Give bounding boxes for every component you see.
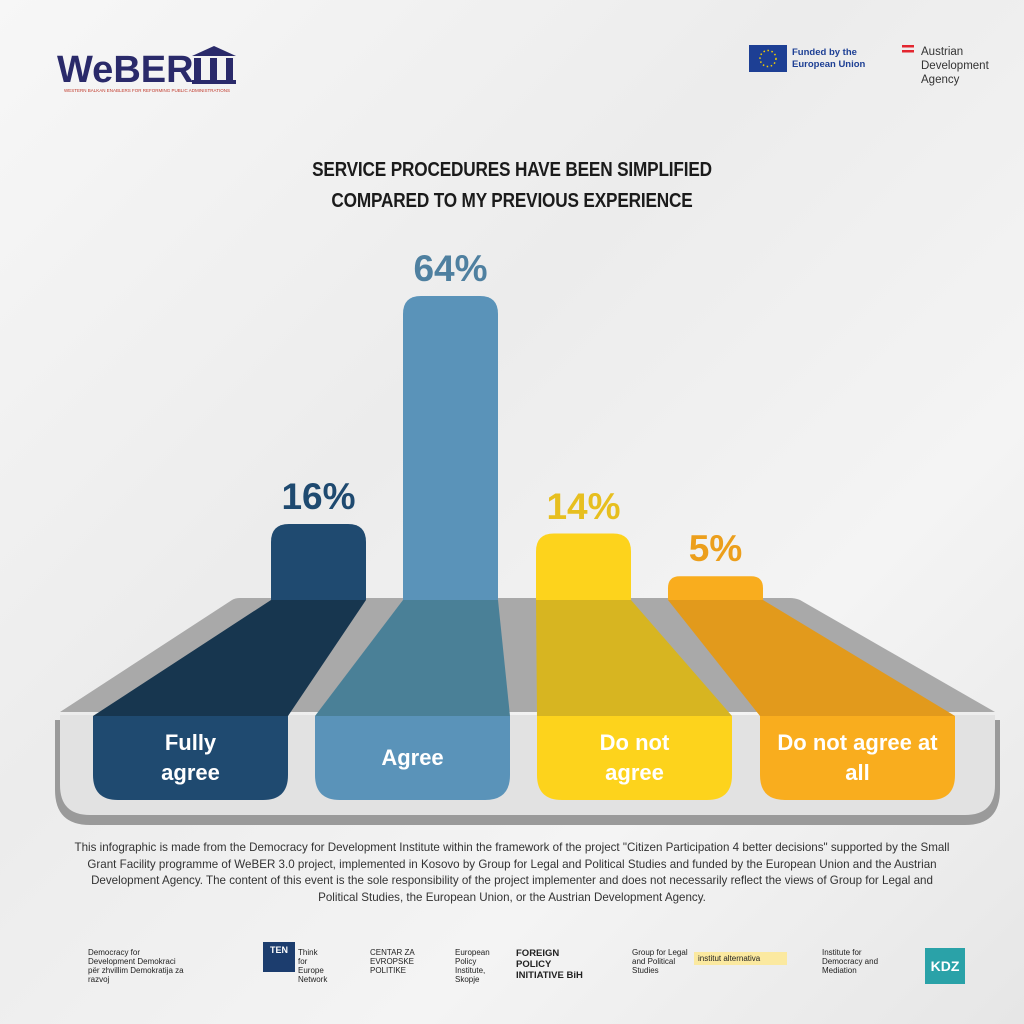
footer-text: This infographic is made from the Democr… — [74, 841, 950, 904]
bar-shadow — [668, 600, 955, 716]
partner-logo: Group for Legal and Political Studies — [632, 948, 688, 975]
partner-logo: FOREIGN POLICY INITIATIVE BiH — [516, 948, 583, 981]
bar — [536, 533, 631, 600]
category-label: Do not agree — [599, 730, 670, 785]
category-box — [760, 716, 955, 800]
partner-logo: TEN — [263, 942, 295, 972]
category-box — [315, 716, 510, 800]
bar — [271, 524, 366, 600]
eu-stars — [759, 49, 777, 68]
partner-logo: Institute for Democracy and Mediation — [822, 948, 879, 975]
category-label: Do not agree at all — [777, 730, 938, 785]
partner-logo: Think for Europe Network — [298, 948, 328, 984]
category-box — [537, 716, 732, 800]
bar-shadow — [536, 600, 732, 716]
logo: WeBER — [57, 49, 194, 91]
category-box — [93, 716, 288, 800]
logo-tagline: WESTERN BALKAN ENABLERS FOR REFORMING PU… — [64, 88, 230, 93]
chart-title: SERVICE PROCEDURES HAVE BEEN SIMPLIFIED … — [312, 159, 712, 212]
partner-logo: KDZ — [925, 948, 965, 984]
ada-flag — [902, 45, 914, 48]
value-label: 64% — [413, 248, 488, 289]
eu-flag — [749, 45, 787, 72]
partner-logo: European Policy Institute, Skopje — [455, 948, 490, 984]
partner-logo: CENTAR ZA EVROPSKE POLITIKE — [370, 948, 415, 975]
bar-shadow — [315, 600, 510, 716]
value-label: 16% — [281, 476, 356, 517]
bar-shadow — [93, 600, 366, 716]
value-label: 5% — [688, 528, 743, 570]
partner-logo: institut alternativa — [694, 952, 787, 965]
value-label: 14% — [546, 485, 621, 527]
category-label: Fully agree — [161, 730, 220, 785]
eu-text: Funded by the European Union — [792, 47, 866, 70]
bar — [668, 576, 763, 600]
bar — [403, 296, 498, 600]
partner-logo: Democracy for Development Demokraci për … — [88, 948, 184, 984]
ada-text: Austrian Development Agency — [921, 46, 989, 86]
ada-flag — [902, 50, 914, 53]
category-label: Agree — [381, 745, 444, 770]
logo-icon — [192, 46, 236, 84]
